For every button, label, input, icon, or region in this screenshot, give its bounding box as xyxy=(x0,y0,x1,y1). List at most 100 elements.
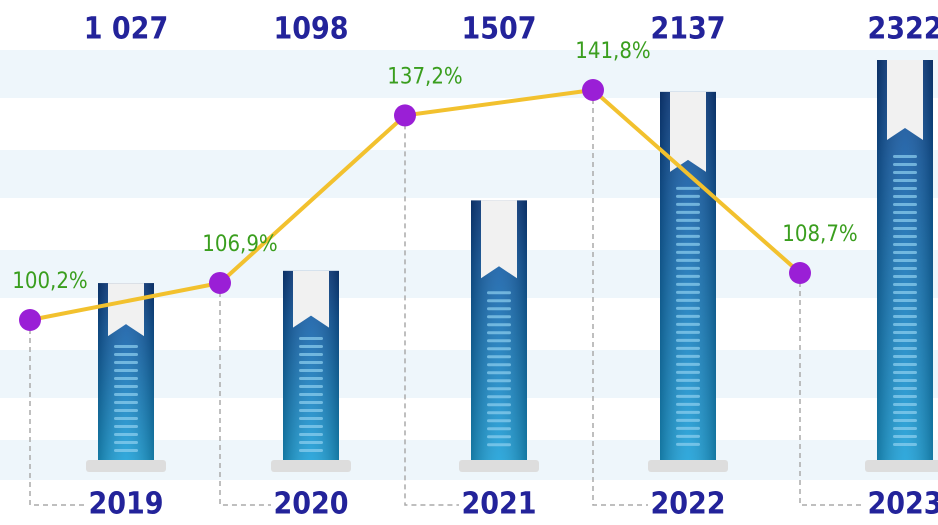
bar-tick xyxy=(114,353,138,357)
x-tick-label: 2021 xyxy=(461,487,536,522)
bar-tick xyxy=(676,226,700,230)
bar-tick xyxy=(299,377,323,381)
bar-base xyxy=(459,460,539,472)
bar-tick xyxy=(487,443,511,447)
ribbon xyxy=(108,283,144,337)
bar-tick xyxy=(893,211,917,214)
bar-tick xyxy=(893,403,917,406)
bar-tick xyxy=(676,386,700,390)
bar-tick xyxy=(676,362,700,366)
value-label: 108,7% xyxy=(782,222,857,247)
bar-tick xyxy=(676,346,700,350)
bar-tick xyxy=(114,385,138,389)
bar-tick xyxy=(893,387,917,390)
bar-tick xyxy=(487,387,511,391)
marker xyxy=(209,271,231,294)
bar-tick xyxy=(676,370,700,374)
bar-tick xyxy=(299,433,323,437)
value-label: 2322 xyxy=(867,12,938,47)
bar-tick xyxy=(676,354,700,358)
bar-tick xyxy=(893,315,917,318)
bar-tick xyxy=(893,339,917,342)
bar-tick xyxy=(299,345,323,349)
bar-tick xyxy=(299,337,323,341)
bar-tick xyxy=(893,243,917,246)
bar-tick xyxy=(676,194,700,198)
bar-tick xyxy=(893,171,917,174)
bar-tick xyxy=(676,306,700,310)
bar-tick xyxy=(114,409,138,413)
leader-line xyxy=(592,90,648,506)
bar-base xyxy=(648,460,728,472)
bar-tick xyxy=(893,395,917,398)
bar-tick xyxy=(299,353,323,357)
x-tick-label: 2020 xyxy=(273,487,348,522)
bar-tick xyxy=(487,379,511,383)
bar-tick xyxy=(487,291,511,295)
ribbon xyxy=(481,200,517,279)
value-label: 2137 xyxy=(650,12,725,47)
value-label: 1098 xyxy=(273,12,348,47)
bar-tick xyxy=(299,361,323,365)
bar-tick xyxy=(893,363,917,366)
value-label: 1507 xyxy=(461,12,536,47)
bar-tick xyxy=(676,290,700,294)
x-tick-label: 2023 xyxy=(867,487,938,522)
bar-tick xyxy=(676,234,700,238)
bar-tick xyxy=(893,203,917,206)
bar-tick xyxy=(487,363,511,367)
bar-tick xyxy=(487,339,511,343)
value-label: 1 027 xyxy=(84,12,169,47)
bar-tick xyxy=(893,163,917,166)
bar-tick xyxy=(676,314,700,318)
bar-tick xyxy=(676,282,700,286)
bar-tick xyxy=(114,369,138,373)
marker xyxy=(394,104,416,127)
bar-tick xyxy=(893,291,917,294)
bar-tick xyxy=(487,299,511,303)
bar-tick xyxy=(487,323,511,327)
bar-tick xyxy=(676,418,700,422)
ribbon xyxy=(670,91,706,172)
bar-tick xyxy=(676,186,700,190)
bar-tick xyxy=(299,449,323,453)
bar-tick xyxy=(893,179,917,182)
bar-base xyxy=(86,460,166,472)
leader-line xyxy=(29,320,86,506)
bar-tick xyxy=(299,369,323,373)
bar-tick xyxy=(487,331,511,335)
bar-base xyxy=(865,460,938,472)
bar-tick xyxy=(114,393,138,397)
bar-tick xyxy=(114,441,138,445)
bar-tick xyxy=(114,433,138,437)
bar-tick xyxy=(299,385,323,389)
bar-tick xyxy=(114,345,138,349)
bar-tick xyxy=(893,427,917,430)
bar-tick xyxy=(299,401,323,405)
bar-tick xyxy=(487,315,511,319)
bar-tick xyxy=(114,401,138,405)
bar-tick xyxy=(893,323,917,326)
value-label: 106,9% xyxy=(202,232,277,257)
bar-tick xyxy=(893,435,917,438)
bar-tick xyxy=(893,155,917,158)
bar-tick xyxy=(893,195,917,198)
bar-tick xyxy=(487,395,511,399)
bar-tick xyxy=(487,427,511,431)
leader-line xyxy=(219,282,271,506)
bar-tick xyxy=(893,267,917,270)
bar-tick xyxy=(893,259,917,262)
bar-tick xyxy=(676,242,700,246)
bar-tick xyxy=(893,443,917,446)
marker xyxy=(789,262,811,285)
marker xyxy=(582,79,604,101)
bar-tick xyxy=(487,435,511,439)
bar-tick xyxy=(114,449,138,453)
bar-tick xyxy=(893,371,917,374)
bar-tick xyxy=(893,419,917,422)
bar-tick xyxy=(893,347,917,350)
bar-tick xyxy=(893,283,917,286)
bar-tick xyxy=(676,426,700,430)
bar-tick xyxy=(676,258,700,262)
